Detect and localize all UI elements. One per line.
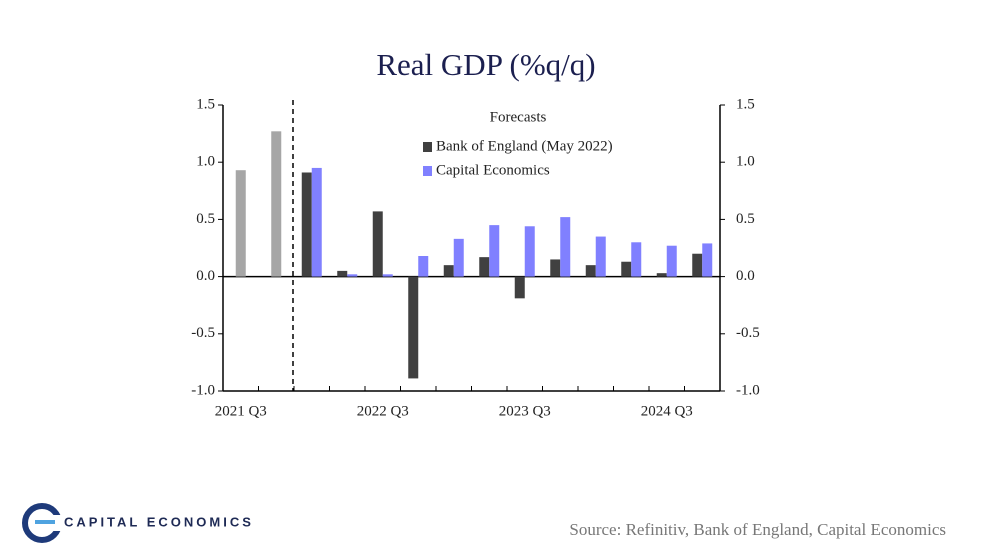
bar [337,270,348,277]
y2-tick-label: -1.0 [736,382,760,398]
logo [22,503,62,543]
bar [453,238,464,277]
y-tick-label: 1.0 [196,154,215,170]
legend-label: Bank of England (May 2022) [436,138,613,154]
y2-tick-label: 1.5 [736,96,755,112]
legend-swatch [423,142,432,152]
y2-tick-label: 0.0 [736,268,755,284]
legend-title: Forecasts [490,109,547,125]
y-tick-label: 1.5 [196,96,215,112]
logo-text: CAPITAL ECONOMICS [64,514,254,529]
bar [372,211,383,277]
source: Source: Refinitiv, Bank of England, Capi… [569,520,946,539]
bar [479,257,490,277]
bar [631,242,642,277]
x-tick-label: 2022 Q3 [357,403,409,419]
x-tick-label: 2023 Q3 [499,403,551,419]
bar [585,265,596,277]
bar [301,172,312,277]
bar [621,261,632,277]
x-tick-label: 2021 Q3 [215,403,267,419]
y2-tick-label: -0.5 [736,325,760,341]
y-tick-label: 0.5 [196,211,215,227]
y-tick-label: -0.5 [191,325,215,341]
bar [514,276,525,299]
legend-label: Capital Economics [436,162,550,178]
bar [692,253,703,277]
bar [489,225,500,277]
bar [595,236,606,277]
bar [271,131,282,277]
bar [656,273,667,277]
bar [443,265,454,277]
bar [235,170,246,277]
y-tick-label: -1.0 [191,382,215,398]
bar [524,226,535,277]
y2-tick-label: 1.0 [736,154,755,170]
y-tick-label: 0.0 [196,268,215,284]
x-tick-label: 2024 Q3 [641,403,693,419]
bar [408,276,419,379]
bar [311,167,322,277]
bar [382,274,393,277]
bar [418,256,429,277]
bar [666,245,677,277]
bar [702,243,713,277]
bar [550,259,561,277]
bar [347,274,358,277]
y2-tick-label: 0.5 [736,211,755,227]
chart-title: Real GDP (%q/q) [376,47,595,82]
legend-swatch [423,166,432,176]
bar [560,217,571,277]
